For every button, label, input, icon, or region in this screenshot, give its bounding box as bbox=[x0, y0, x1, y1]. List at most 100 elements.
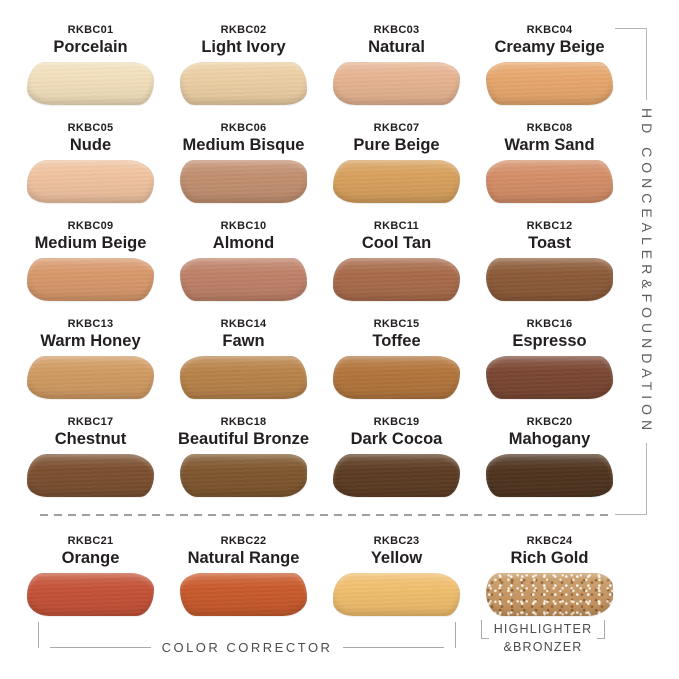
shade-swatch bbox=[27, 258, 154, 301]
shade-name: Almond bbox=[212, 234, 275, 252]
shade-swatch bbox=[486, 62, 613, 105]
shade-cell-rkbc22: RKBC22 Natural Range bbox=[167, 533, 320, 629]
shade-cell-rkbc14: RKBC14 Fawn bbox=[167, 316, 320, 414]
shade-swatch bbox=[333, 454, 460, 497]
shade-cell-rkbc24: RKBC24 Rich Gold bbox=[473, 533, 626, 629]
shade-name: Yellow bbox=[370, 549, 423, 567]
shade-cell-rkbc05: RKBC05 Nude bbox=[14, 120, 167, 218]
corner-bracket-right bbox=[597, 620, 605, 639]
bracket-row: HIGHLIGHTER bbox=[481, 620, 605, 639]
shade-cell-rkbc08: RKBC08 Warm Sand bbox=[473, 120, 626, 218]
group-label-bronzer: &BRONZER bbox=[503, 640, 583, 654]
shade-name: Rich Gold bbox=[510, 549, 589, 567]
shade-code: RKBC17 bbox=[67, 416, 114, 428]
shade-name: Orange bbox=[61, 549, 120, 567]
shade-code: RKBC01 bbox=[67, 24, 114, 36]
bracket-line-lower bbox=[646, 443, 647, 514]
shade-name: Espresso bbox=[512, 332, 587, 350]
shade-code: RKBC03 bbox=[373, 24, 420, 36]
shade-swatch bbox=[486, 258, 613, 301]
shade-swatch bbox=[333, 258, 460, 301]
shade-code: RKBC11 bbox=[373, 220, 420, 232]
shade-name: Cool Tan bbox=[361, 234, 432, 252]
shade-cell-rkbc20: RKBC20 Mahogany bbox=[473, 414, 626, 512]
shade-code: RKBC24 bbox=[526, 535, 573, 547]
shade-name: Mahogany bbox=[508, 430, 591, 448]
shade-name: Pure Beige bbox=[353, 136, 440, 154]
shade-code: RKBC06 bbox=[220, 122, 267, 134]
shade-name: Dark Cocoa bbox=[350, 430, 443, 448]
bracket-line-right bbox=[343, 647, 445, 648]
shade-swatch bbox=[333, 356, 460, 399]
shade-name: Natural Range bbox=[187, 549, 300, 567]
shade-code: RKBC22 bbox=[220, 535, 267, 547]
bracket-tick-top bbox=[615, 28, 647, 29]
shade-cell-rkbc19: RKBC19 Dark Cocoa bbox=[320, 414, 473, 512]
shade-swatch bbox=[27, 62, 154, 105]
shade-code: RKBC16 bbox=[526, 318, 573, 330]
shade-cell-rkbc10: RKBC10 Almond bbox=[167, 218, 320, 316]
shade-code: RKBC23 bbox=[373, 535, 420, 547]
shade-swatch bbox=[486, 573, 613, 616]
shade-swatch bbox=[486, 356, 613, 399]
group-label-color-corrector: COLOR CORRECTOR bbox=[161, 640, 333, 655]
shade-code: RKBC04 bbox=[526, 24, 573, 36]
shade-name: Beautiful Bronze bbox=[177, 430, 310, 448]
shade-code: RKBC14 bbox=[220, 318, 267, 330]
shade-cell-rkbc06: RKBC06 Medium Bisque bbox=[167, 120, 320, 218]
bottom-right-group-bracket: HIGHLIGHTER &BRONZER bbox=[481, 620, 605, 656]
shade-code: RKBC10 bbox=[220, 220, 267, 232]
corner-bracket-left bbox=[481, 620, 489, 639]
shade-swatch bbox=[27, 454, 154, 497]
right-group-bracket: HD CONCEALER&FOUNDATION bbox=[615, 28, 655, 515]
shade-swatch bbox=[180, 62, 307, 105]
shade-cell-rkbc21: RKBC21 Orange bbox=[14, 533, 167, 629]
shade-code: RKBC12 bbox=[526, 220, 573, 232]
shade-code: RKBC21 bbox=[67, 535, 114, 547]
shade-name: Creamy Beige bbox=[494, 38, 605, 56]
shade-swatch bbox=[27, 160, 154, 203]
group-label-hd-concealer-foundation: HD CONCEALER&FOUNDATION bbox=[639, 107, 655, 436]
shade-name: Medium Bisque bbox=[182, 136, 305, 154]
shade-name: Porcelain bbox=[53, 38, 128, 56]
bracket-line-left bbox=[50, 647, 151, 648]
shade-name: Toffee bbox=[372, 332, 421, 350]
shade-swatch bbox=[333, 573, 460, 616]
group-separator-dashed-line bbox=[40, 514, 610, 516]
bracket-tick-bottom bbox=[615, 514, 647, 515]
shade-code: RKBC08 bbox=[526, 122, 573, 134]
shade-grid-main: RKBC01 Porcelain RKBC02 Light Ivory RKBC03 Na… bbox=[14, 22, 626, 512]
shade-name: Nude bbox=[69, 136, 112, 154]
shade-cell-rkbc17: RKBC17 Chestnut bbox=[14, 414, 167, 512]
shade-swatch bbox=[333, 160, 460, 203]
shade-cell-rkbc02: RKBC02 Light Ivory bbox=[167, 22, 320, 120]
shade-swatch bbox=[27, 356, 154, 399]
bracket-tick-right bbox=[455, 622, 457, 648]
shade-cell-rkbc03: RKBC03 Natural bbox=[320, 22, 473, 120]
shade-code: RKBC19 bbox=[373, 416, 420, 428]
shade-swatch bbox=[180, 258, 307, 301]
shade-code: RKBC09 bbox=[67, 220, 114, 232]
shade-cell-rkbc07: RKBC07 Pure Beige bbox=[320, 120, 473, 218]
shade-swatch bbox=[486, 454, 613, 497]
shade-cell-rkbc16: RKBC16 Espresso bbox=[473, 316, 626, 414]
shade-swatch bbox=[180, 160, 307, 203]
bracket-tick-left bbox=[38, 622, 39, 648]
shade-name: Light Ivory bbox=[201, 38, 286, 56]
shade-cell-rkbc09: RKBC09 Medium Beige bbox=[14, 218, 167, 316]
shade-name: Warm Honey bbox=[40, 332, 141, 350]
shade-swatch bbox=[486, 160, 613, 203]
shade-grid-bottom: RKBC21 Orange RKBC22 Natural Range RKBC23 Yel… bbox=[14, 533, 626, 629]
shade-cell-rkbc15: RKBC15 Toffee bbox=[320, 316, 473, 414]
shade-name: Warm Sand bbox=[504, 136, 595, 154]
shade-name: Fawn bbox=[222, 332, 265, 350]
shade-code: RKBC15 bbox=[373, 318, 420, 330]
shade-cell-rkbc01: RKBC01 Porcelain bbox=[14, 22, 167, 120]
shade-name: Chestnut bbox=[54, 430, 127, 448]
shade-code: RKBC02 bbox=[220, 24, 267, 36]
shade-name: Toast bbox=[528, 234, 571, 252]
shade-swatch bbox=[180, 454, 307, 497]
shade-code: RKBC13 bbox=[67, 318, 114, 330]
shade-cell-rkbc18: RKBC18 Beautiful Bronze bbox=[167, 414, 320, 512]
